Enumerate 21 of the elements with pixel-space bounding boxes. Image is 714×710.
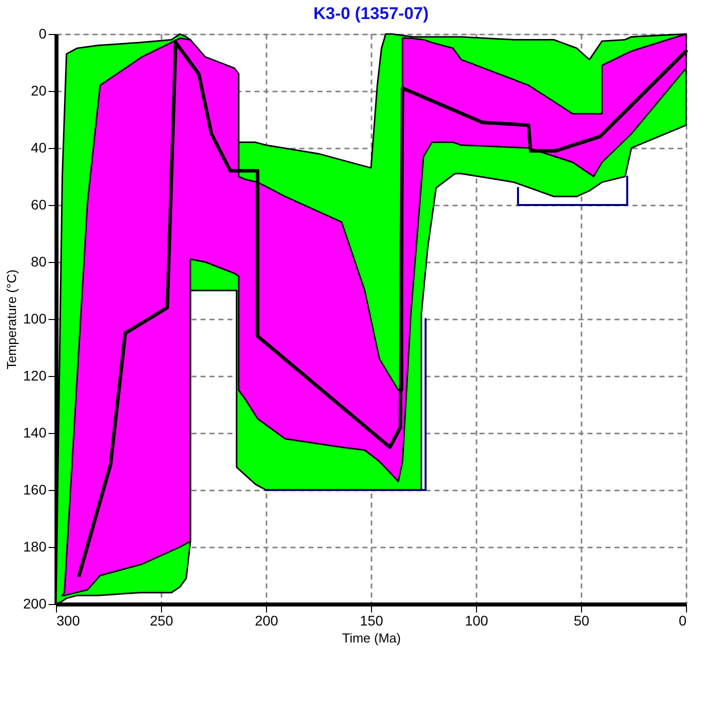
x-tick-label: 200	[254, 612, 278, 628]
x-tick-label: 50	[574, 612, 590, 628]
y-axis-title: Temperature (°C)	[4, 270, 20, 370]
x-tick-label: 150	[360, 612, 384, 628]
y-tick-label: 80	[30, 254, 47, 270]
y-tick-label: 20	[30, 82, 47, 98]
x-axis-title: Time (Ma)	[342, 630, 401, 646]
chart-title: K3-0 (1357-07)	[313, 4, 429, 23]
x-tick-label: 250	[150, 612, 174, 628]
x-tick-label: 0	[678, 612, 687, 628]
x-tick-label: 100	[464, 612, 488, 628]
y-tick-label: 180	[23, 538, 47, 554]
y-tick-label: 160	[23, 482, 47, 498]
y-tick-label: 40	[30, 140, 47, 156]
y-tick-label: 120	[23, 368, 47, 384]
x-tick-label: 300	[56, 612, 80, 628]
y-tick-label: 100	[23, 310, 47, 326]
y-tick-label: 140	[23, 424, 47, 440]
y-tick-label: 60	[30, 196, 47, 212]
y-tick-label: 200	[23, 596, 47, 612]
y-tick-label: 0	[38, 26, 47, 42]
